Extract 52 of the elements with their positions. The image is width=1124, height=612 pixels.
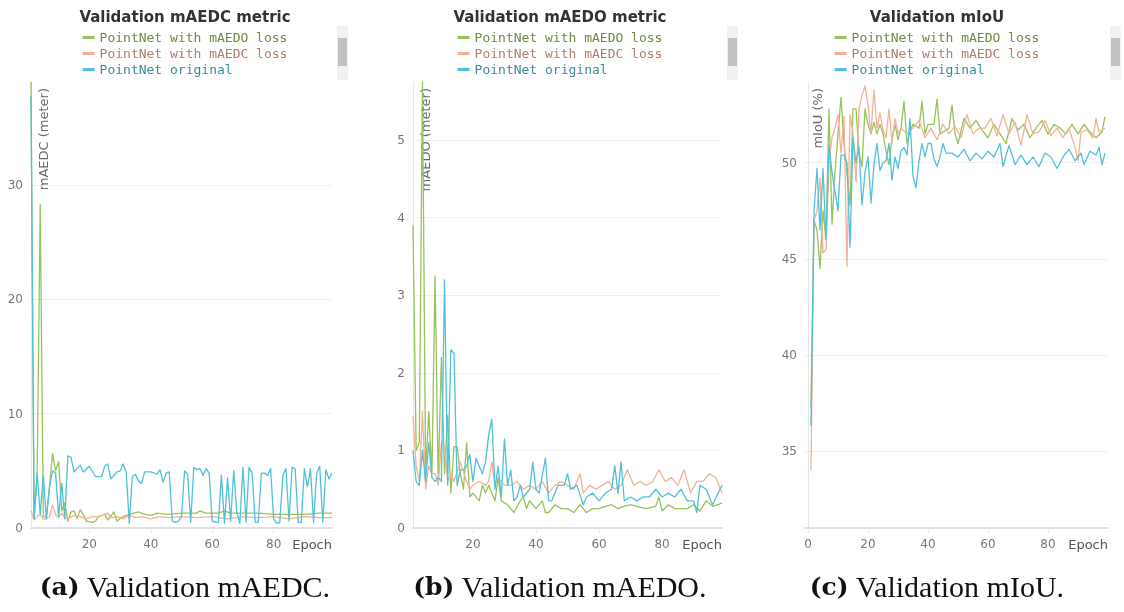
legend-label: PointNet with mAEDC loss [99, 46, 288, 61]
y-tick-label: 20 [7, 292, 23, 307]
x-tick-label: 60 [980, 537, 996, 551]
legend-label: PointNet original [851, 62, 985, 77]
x-tick-label: 80 [1040, 537, 1056, 551]
legend-label: PointNet with mAEDO loss [474, 30, 663, 45]
y-tick-label: 35 [781, 444, 797, 459]
legend-label: PointNet original [99, 62, 233, 77]
x-tick-label: 40 [528, 537, 544, 551]
y-tick-label: 30 [7, 177, 23, 192]
x-tick-label: 80 [266, 537, 282, 551]
y-tick-label: 2 [397, 365, 405, 380]
y-tick-label: 1 [397, 443, 405, 458]
legend-label: PointNet with mAEDC loss [851, 46, 1040, 61]
line-series [412, 81, 723, 514]
x-axis-title: Epoch [292, 537, 332, 552]
x-tick-label: 60 [591, 537, 607, 551]
y-axis-title: mAEDC (meter) [36, 88, 51, 191]
legend-label: PointNet with mAEDC loss [474, 46, 663, 61]
text: (a) Validation mAEDC. [39, 569, 331, 603]
y-tick-label: 4 [397, 210, 405, 225]
y-tick-label: 0 [15, 521, 23, 535]
legend-label: PointNet with mAEDO loss [99, 30, 288, 45]
legend-label: PointNet original [474, 62, 608, 77]
x-tick-label: 40 [143, 537, 159, 551]
y-tick-label: 0 [397, 521, 405, 535]
line-series [412, 279, 723, 514]
x-tick-label: 20 [860, 537, 876, 551]
text: (b) Validation mAEDO. [413, 569, 707, 603]
x-tick-label: 20 [81, 537, 97, 551]
x-axis-title: Epoch [1068, 537, 1108, 552]
chart-title: Validation mAEDO metric [453, 7, 667, 26]
legend-label: PointNet with mAEDO loss [851, 30, 1040, 45]
y-tick-label: 40 [781, 347, 797, 362]
x-tick-label: 20 [465, 537, 481, 551]
y-tick-label: 50 [781, 155, 797, 170]
y-tick-label: 5 [397, 133, 405, 148]
y-tick-label: 10 [7, 406, 23, 421]
x-axis-title: Epoch [682, 537, 722, 552]
x-tick-label: 80 [654, 537, 670, 551]
line-series [30, 504, 333, 521]
x-tick-label: 0 [804, 537, 812, 551]
chart-title: Validation mIoU [869, 7, 1005, 26]
x-tick-label: 60 [204, 537, 220, 551]
x-tick-label: 40 [920, 537, 936, 551]
chart-title: Validation mAEDC metric [79, 7, 291, 26]
line-series [412, 411, 723, 494]
line-series [810, 85, 1106, 471]
y-tick-label: 45 [781, 251, 797, 266]
text: (c) Validation mIoU. [809, 569, 1065, 603]
y-axis-title: mIoU (%) [810, 88, 825, 149]
y-tick-label: 3 [397, 288, 405, 303]
